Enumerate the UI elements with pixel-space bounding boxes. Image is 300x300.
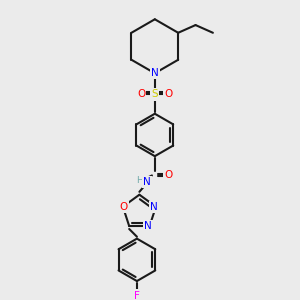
Text: O: O (120, 202, 128, 212)
Text: O: O (164, 89, 172, 100)
Text: S: S (152, 89, 158, 100)
Text: H: H (136, 176, 143, 185)
Text: O: O (137, 89, 146, 100)
Text: N: N (144, 221, 152, 231)
Text: O: O (164, 170, 172, 180)
Text: N: N (150, 202, 158, 212)
Text: F: F (134, 292, 140, 300)
Text: N: N (143, 177, 151, 187)
Text: N: N (151, 68, 159, 78)
